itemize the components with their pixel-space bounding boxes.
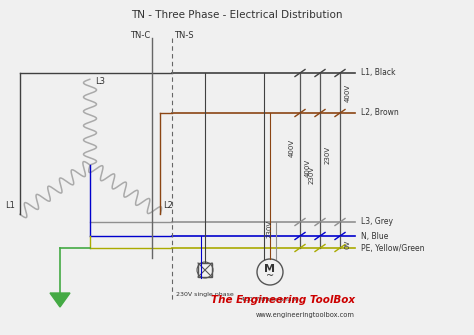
Text: The Engineering ToolBox: The Engineering ToolBox bbox=[211, 295, 355, 305]
Text: 230V: 230V bbox=[325, 145, 331, 163]
Text: L3: L3 bbox=[95, 77, 105, 86]
Text: L2, Brown: L2, Brown bbox=[361, 109, 399, 118]
Text: M: M bbox=[264, 264, 275, 274]
Text: TN-S: TN-S bbox=[174, 31, 193, 40]
Text: www.engineeringtoolbox.com: www.engineeringtoolbox.com bbox=[256, 312, 355, 318]
Text: 400V: 400V bbox=[345, 84, 351, 102]
Text: L1: L1 bbox=[5, 201, 15, 210]
Polygon shape bbox=[50, 293, 70, 307]
Text: TN-C: TN-C bbox=[130, 31, 150, 40]
Text: TN - Three Phase - Electrical Distribution: TN - Three Phase - Electrical Distributi… bbox=[131, 10, 343, 20]
Text: L3, Grey: L3, Grey bbox=[361, 217, 393, 226]
Text: L2: L2 bbox=[164, 201, 173, 210]
Text: 230V single phase: 230V single phase bbox=[176, 292, 234, 297]
Text: PE, Yellow/Green: PE, Yellow/Green bbox=[361, 244, 425, 253]
Text: 400 V three phase: 400 V three phase bbox=[241, 297, 299, 302]
Text: 400V: 400V bbox=[289, 138, 295, 156]
Text: 0V: 0V bbox=[345, 240, 351, 249]
Text: 230V: 230V bbox=[267, 220, 273, 238]
Text: 230V: 230V bbox=[309, 165, 315, 184]
Text: ~: ~ bbox=[266, 271, 274, 281]
Text: L1, Black: L1, Black bbox=[361, 68, 395, 77]
Text: N, Blue: N, Blue bbox=[361, 231, 388, 241]
Bar bbox=[198, 263, 212, 277]
Text: 400V: 400V bbox=[305, 158, 311, 177]
